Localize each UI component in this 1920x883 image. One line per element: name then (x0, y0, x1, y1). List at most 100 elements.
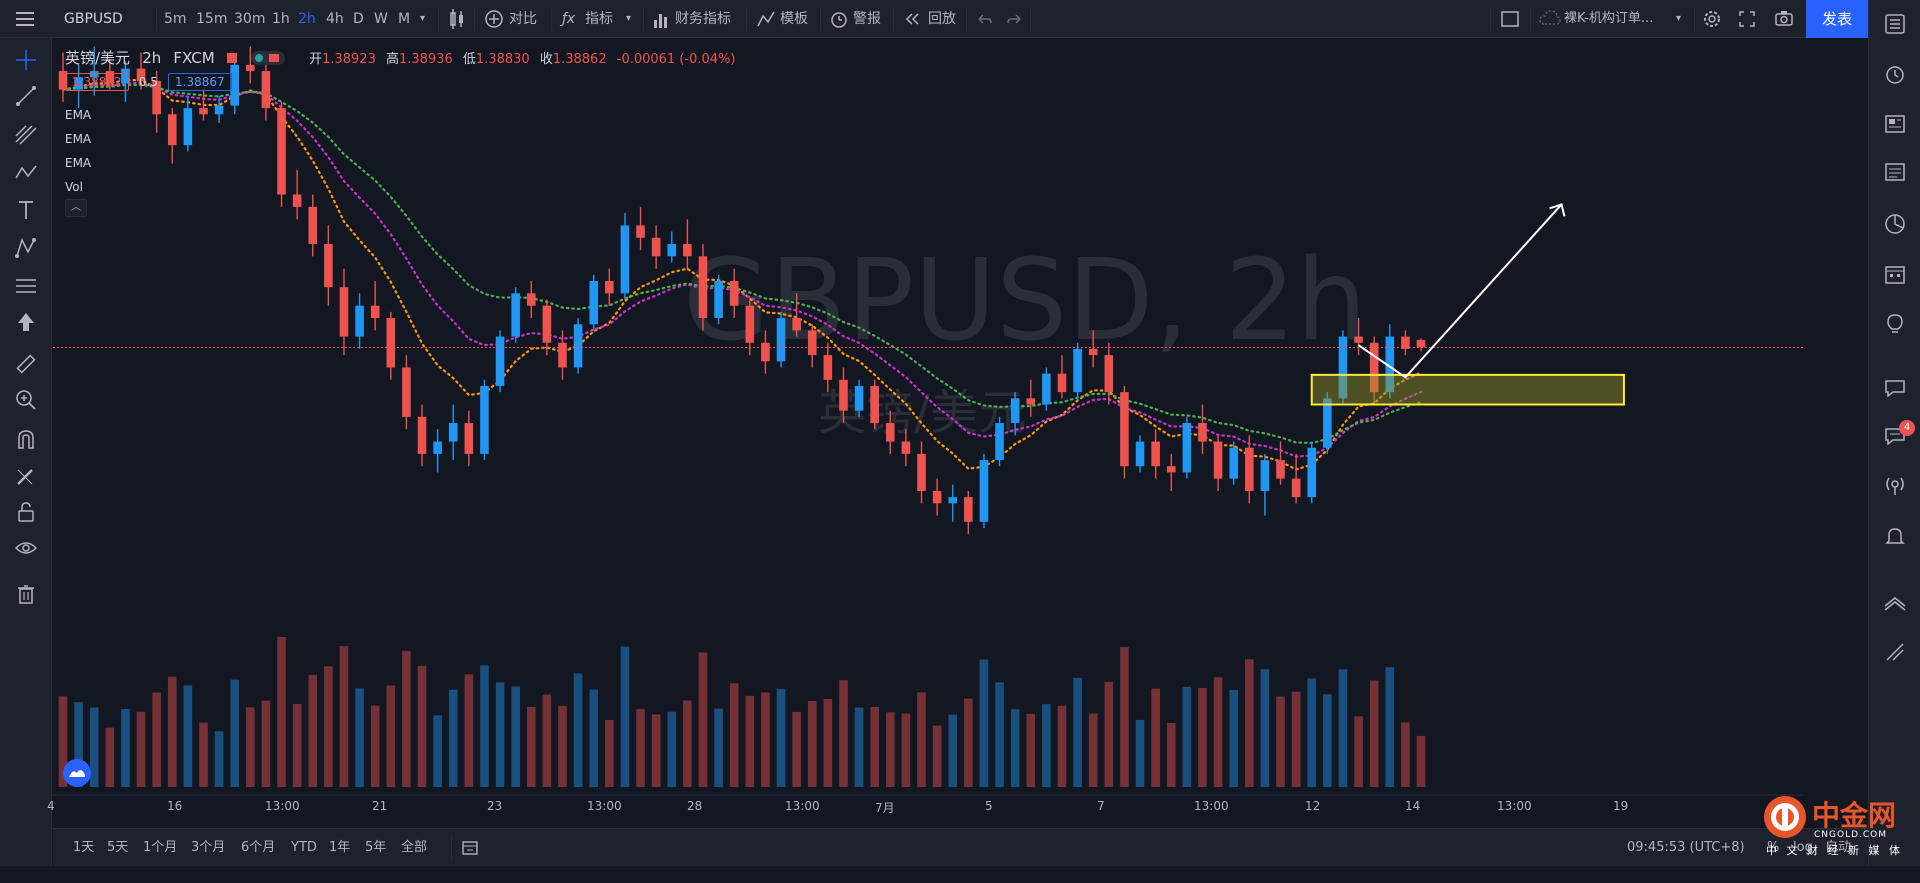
crosshair-icon[interactable] (14, 48, 38, 72)
supply-demand-zone[interactable] (1310, 373, 1625, 406)
measure-lines-icon[interactable] (14, 274, 38, 298)
layout-square-icon[interactable] (1500, 0, 1520, 38)
drag-handle-icon[interactable] (1883, 640, 1907, 664)
bar-chart-icon[interactable] (652, 0, 670, 38)
tradingview-logo-icon[interactable] (63, 759, 91, 787)
range-ytd[interactable]: YTD (291, 840, 317, 855)
candle-style-icon[interactable] (448, 0, 466, 38)
interval-30m[interactable]: 30m (234, 11, 266, 27)
arrow-up-icon[interactable] (14, 310, 38, 334)
legend-title[interactable]: 英镑/美元 (65, 49, 131, 67)
pencil-lock-icon[interactable] (14, 464, 38, 488)
trash-icon[interactable] (14, 582, 38, 606)
range-5y[interactable]: 5年 (365, 840, 387, 855)
trendline-icon[interactable] (14, 84, 38, 108)
publish-button[interactable]: 发表 (1806, 0, 1868, 38)
interval-d[interactable]: D (353, 11, 364, 27)
interval-1h[interactable]: 1h (272, 11, 290, 27)
cloud-icon[interactable] (1538, 0, 1562, 38)
compare-button[interactable]: 对比 (509, 11, 537, 27)
percent-toggle[interactable]: % (1767, 840, 1780, 855)
templates-button[interactable]: 模板 (780, 11, 808, 27)
clock-time[interactable]: 09:45:53 (UTC+8) (1627, 840, 1745, 855)
indicator-vol[interactable]: Vol (65, 180, 83, 194)
collapse-legend-chevron-up-icon[interactable]: ︿ (65, 199, 87, 217)
volume-bar (89, 707, 99, 787)
interval-5m[interactable]: 5m (164, 11, 187, 27)
rewind-icon[interactable] (903, 0, 921, 38)
alarm-clock-icon[interactable] (1883, 62, 1907, 86)
camera-icon[interactable] (1774, 0, 1794, 38)
data-window-icon[interactable] (1883, 160, 1907, 184)
range-1m[interactable]: 1个月 (143, 840, 178, 855)
redo-icon[interactable] (1006, 0, 1024, 38)
pattern-icon[interactable] (14, 160, 38, 184)
date-range-icon[interactable] (461, 829, 479, 867)
market-status-icon[interactable] (250, 51, 285, 65)
candle (1245, 435, 1254, 504)
menu-icon[interactable] (14, 0, 38, 38)
candle (1323, 392, 1332, 454)
replay-button[interactable]: 回放 (928, 11, 956, 27)
news-icon[interactable] (1883, 112, 1907, 136)
range-all[interactable]: 全部 (401, 840, 428, 855)
log-toggle[interactable]: log (1793, 840, 1813, 855)
flag-icon[interactable] (226, 53, 237, 63)
financials-button[interactable]: 财务指标 (675, 11, 731, 27)
eye-icon[interactable] (14, 536, 38, 560)
indicator-ema-3[interactable]: EMA (65, 156, 92, 170)
price-chart[interactable]: GBPUSD, 2h 英镑/美元 1.412001.410001.408001.… (53, 39, 1865, 797)
volume-bar (1057, 705, 1067, 787)
indicators-button[interactable]: 指标 (585, 11, 613, 27)
chevrons-up-icon[interactable] (1883, 590, 1907, 614)
watchlist-icon[interactable] (1883, 12, 1907, 36)
alarm-clock-icon[interactable] (829, 0, 849, 38)
chart-pane[interactable]: GBPUSD, 2h 英镑/美元 1.412001.410001.408001.… (47, 39, 1865, 815)
fx-icon[interactable]: ƒx (562, 11, 576, 27)
interval-m[interactable]: M (398, 11, 411, 27)
chevron-down-icon[interactable]: ▾ (420, 13, 426, 24)
chat-icon[interactable] (1883, 376, 1907, 400)
range-6m[interactable]: 6个月 (241, 840, 276, 855)
ruler-icon[interactable] (14, 352, 38, 376)
interval-w[interactable]: W (374, 11, 388, 27)
alert-button[interactable]: 警报 (853, 11, 881, 27)
projection-arrow[interactable] (1357, 203, 1563, 379)
magnet-icon[interactable] (14, 428, 38, 452)
candle (1385, 324, 1395, 399)
time-axis[interactable]: 4 16 13:00 21 23 13:00 28 13:00 7月 5 7 13:00 12 14 13:… (47, 799, 1803, 819)
text-icon[interactable] (14, 198, 38, 222)
volume-bar (995, 682, 1004, 787)
layout-name[interactable]: 裸K-机构订单... (1564, 11, 1654, 26)
interval-4h[interactable]: 4h (326, 11, 344, 27)
undo-icon[interactable] (975, 0, 993, 38)
fullscreen-icon[interactable] (1738, 0, 1756, 38)
plus-circle-icon[interactable] (484, 0, 504, 38)
lightbulb-icon[interactable] (1883, 312, 1907, 336)
interval-2h[interactable]: 2h (298, 11, 316, 27)
broadcast-icon[interactable] (1883, 474, 1907, 498)
projection-icon[interactable] (14, 236, 38, 260)
zoom-in-icon[interactable] (14, 388, 38, 412)
interval-15m[interactable]: 15m (196, 11, 228, 27)
auto-toggle[interactable]: 自动 (1825, 840, 1852, 855)
template-icon[interactable] (756, 0, 776, 38)
range-1y[interactable]: 1年 (329, 840, 351, 855)
range-1d[interactable]: 1天 (73, 840, 95, 855)
pitchfork-icon[interactable] (14, 122, 38, 146)
gear-icon[interactable] (1702, 0, 1722, 38)
chevron-down-icon[interactable]: ▾ (626, 13, 632, 24)
indicator-ema-1[interactable]: EMA (65, 108, 92, 122)
candle (589, 274, 599, 331)
ask-button[interactable]: 1.38867 (168, 73, 232, 91)
bell-icon[interactable] (1883, 524, 1907, 548)
range-3m[interactable]: 3个月 (191, 840, 226, 855)
lock-icon[interactable] (14, 500, 38, 524)
chevron-down-icon[interactable]: ▾ (1676, 13, 1682, 24)
symbol-search[interactable]: GBPUSD (64, 11, 123, 27)
indicator-ema-2[interactable]: EMA (65, 132, 92, 146)
pie-chart-icon[interactable] (1883, 212, 1907, 236)
bid-button[interactable]: 1.38862 (65, 73, 129, 91)
range-5d[interactable]: 5天 (107, 840, 129, 855)
calendar-icon[interactable] (1883, 262, 1907, 286)
